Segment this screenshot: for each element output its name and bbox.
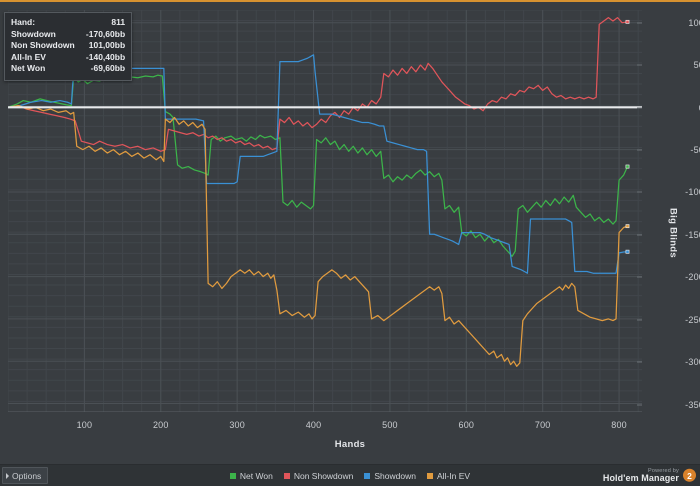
legend-swatch-icon	[283, 472, 290, 479]
chart-legend: Net Won Non Showdown Showdown All-In EV	[0, 465, 700, 486]
x-axis-tick-label: 300	[229, 420, 245, 430]
chart-plot-svg	[8, 10, 642, 412]
tooltip-row-label: Showdown	[11, 28, 56, 39]
y-axis-tick-label: -100	[685, 187, 700, 198]
grid-minor-lines	[8, 10, 642, 412]
options-button[interactable]: Options	[2, 467, 49, 484]
y-axis-tick-mark	[637, 276, 642, 278]
legend-item-label: All-In EV	[436, 470, 471, 481]
y-axis-tick-mark	[637, 234, 642, 236]
top-accent-rule	[0, 0, 700, 2]
x-axis-tick-label: 400	[305, 420, 322, 430]
series-line-non-showdown	[8, 16, 629, 152]
series-endpoint-marker	[625, 164, 630, 169]
legend-swatch-icon	[364, 472, 371, 479]
x-axis-labels: 100 200 300 400 500 600 700 800	[8, 420, 642, 434]
y-axis-tick-label: -150	[685, 229, 700, 240]
series-line-showdown	[8, 54, 629, 274]
y-axis-title: Big Blinds	[667, 208, 679, 258]
x-axis-tick-label: 700	[534, 420, 551, 430]
y-axis-tick-mark	[637, 361, 642, 363]
grid-major-lines	[8, 10, 642, 412]
tooltip-row: All-In EV -140,40bb	[11, 52, 125, 64]
y-axis-tick-label: 100	[688, 17, 700, 28]
y-axis-labels: 100 50 0 -50 -100 -150 -200 -250 -300 -350	[637, 10, 700, 412]
x-axis-title: Hands	[334, 439, 366, 450]
brand-powered-by: Powered by	[647, 467, 679, 474]
y-axis-tick-mark	[637, 64, 642, 66]
brand-badge-group: Powered by Hold'em Manager 2	[603, 468, 696, 483]
chevron-right-icon	[6, 472, 9, 479]
x-axis-tick-label: 200	[152, 420, 169, 430]
options-button-label: Options	[12, 470, 42, 481]
y-axis-tick-mark	[637, 404, 642, 406]
y-axis-tick-label: -50	[690, 144, 700, 155]
y-axis-tick-mark	[637, 149, 642, 151]
chart-canvas-area: 100500-50-100-150-200-250-300-350 Big Bl…	[0, 2, 700, 464]
y-axis-tick-label: -250	[685, 314, 700, 325]
series-endpoint-marker	[625, 249, 630, 254]
legend-item-label: Net Won	[239, 470, 273, 481]
legend-item-label: Showdown	[374, 470, 416, 481]
legend-item-label: Non Showdown	[293, 470, 354, 481]
tooltip-row-value: 101,00bb	[88, 40, 126, 50]
tooltip-row: Non Showdown 101,00bb	[11, 40, 125, 52]
hover-tooltip: Hand: 811 Showdown -170,60bb Non Showdown 101…	[4, 12, 133, 81]
y-axis-tick-label: -300	[685, 357, 700, 368]
y-axis-tick-mark	[637, 319, 642, 321]
y-axis-tick-label: 0	[699, 103, 700, 113]
tooltip-row-value: -170,60bb	[85, 28, 126, 39]
x-axis-tick-label: 500	[382, 420, 398, 430]
series-endpoint-marker	[625, 19, 630, 24]
x-axis-tick-label: 600	[458, 420, 475, 430]
legend-item[interactable]: Showdown	[364, 471, 416, 481]
y-axis-tick-label: -350	[685, 399, 700, 410]
legend-item[interactable]: All-In EV	[426, 470, 471, 481]
y-axis-tick-label: 50	[693, 60, 700, 71]
tooltip-row-label: All-In EV	[11, 51, 46, 62]
tooltip-row-value: 811	[111, 17, 126, 27]
y-axis-tick-label: -200	[685, 272, 700, 283]
tooltip-row: Net Won -69,60bb	[11, 63, 125, 75]
y-axis-tick-mark	[637, 107, 642, 109]
legend-item[interactable]: Non Showdown	[283, 470, 354, 481]
tooltip-row-label: Net Won	[11, 63, 46, 73]
chart-footer: Options Net Won Non Showdown Showdown All-I…	[0, 464, 700, 486]
brand-version-badge: 2	[683, 469, 696, 482]
tooltip-row-label: Non Showdown	[11, 40, 75, 50]
legend-swatch-icon	[426, 472, 433, 479]
series-line-all-in-ev	[8, 105, 629, 367]
y-axis-tick-mark	[637, 191, 642, 193]
series-endpoint-marker	[625, 224, 630, 229]
x-axis-tick-label: 100	[76, 420, 93, 430]
legend-item[interactable]: Net Won	[229, 470, 273, 481]
tooltip-row: Hand: 811	[11, 17, 125, 29]
tooltip-row-label: Hand:	[11, 17, 36, 27]
series-line-net-won	[8, 74, 629, 257]
x-axis-tick-label: 800	[611, 420, 627, 430]
tooltip-row-value: -69,60bb	[90, 63, 126, 73]
plot-region	[8, 10, 642, 412]
legend-swatch-icon	[229, 472, 236, 479]
plot-clip	[8, 10, 642, 412]
y-axis-tick-mark	[637, 22, 642, 24]
tooltip-row-value: -140,40bb	[85, 51, 126, 62]
brand-product-name: Hold'em Manager	[602, 472, 679, 483]
brand-text: Powered by Hold'em Manager	[603, 468, 679, 483]
tooltip-row: Showdown -170,60bb	[11, 29, 125, 41]
